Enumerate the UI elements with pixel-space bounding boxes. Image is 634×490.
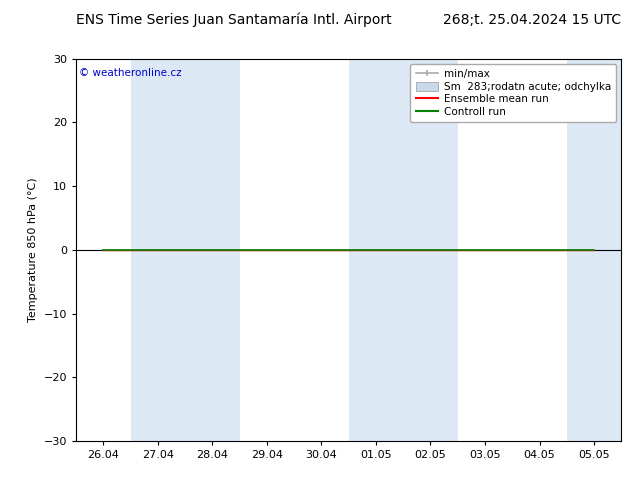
Text: © weatheronline.cz: © weatheronline.cz	[79, 69, 181, 78]
Bar	[131, 59, 185, 441]
Bar	[567, 59, 621, 441]
Y-axis label: Temperature 850 hPa (°C): Temperature 850 hPa (°C)	[28, 177, 38, 322]
Text: 268;t. 25.04.2024 15 UTC: 268;t. 25.04.2024 15 UTC	[443, 13, 621, 27]
Legend: min/max, Sm  283;rodatn acute; odchylka, Ensemble mean run, Controll run: min/max, Sm 283;rodatn acute; odchylka, …	[410, 64, 616, 122]
Bar	[349, 59, 403, 441]
Text: ENS Time Series Juan Santamaría Intl. Airport: ENS Time Series Juan Santamaría Intl. Ai…	[76, 12, 392, 27]
Bar	[185, 59, 240, 441]
Bar	[403, 59, 458, 441]
